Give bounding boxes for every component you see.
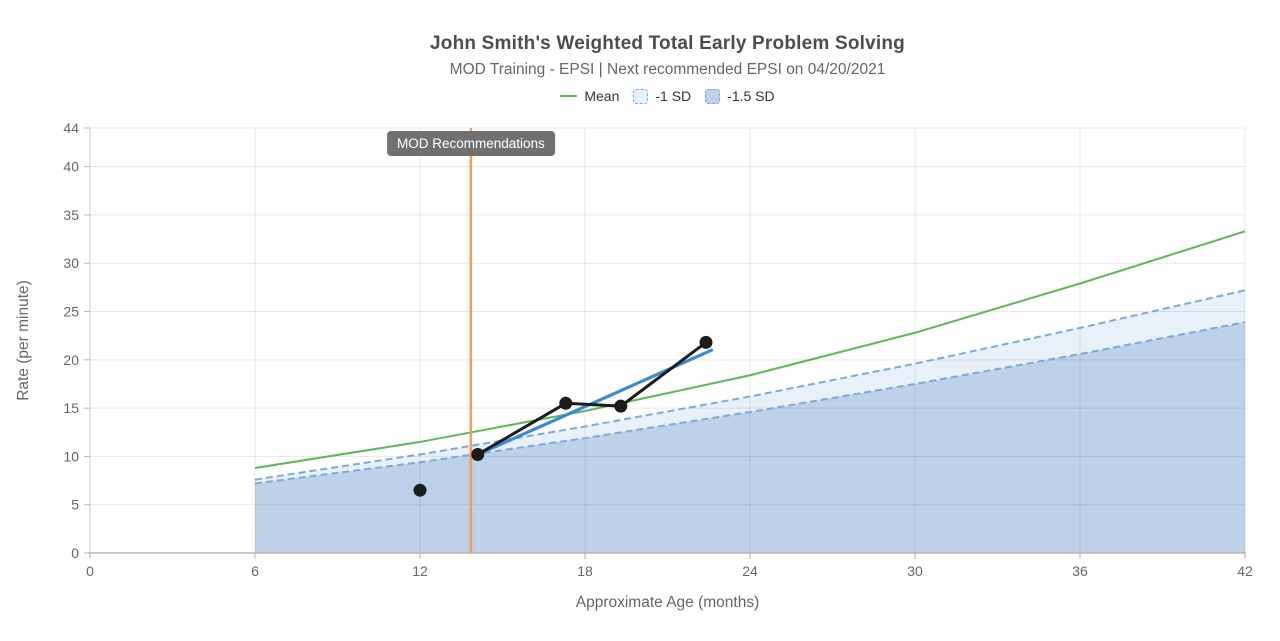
legend-item-mean[interactable]: Mean (560, 88, 619, 104)
y-tick-label: 44 (63, 120, 79, 136)
legend-label-mean: Mean (584, 88, 620, 104)
data-point-marker[interactable] (614, 399, 628, 413)
y-tick-label: 25 (63, 304, 79, 320)
minus-15sd-area (255, 322, 1245, 553)
x-tick-label: 36 (1072, 563, 1088, 579)
mean-line (254, 230, 1246, 469)
minus-1sd-line (254, 289, 1246, 481)
axes: 0 5 10 15 20 25 30 35 40 44 0 6 12 18 24 30 36 42 Rate (pe… (15, 120, 1253, 611)
y-tick-label: 15 (63, 400, 79, 416)
legend-label-minus-1sd: -1 SD (655, 88, 692, 104)
y-tick-label: 20 (63, 352, 79, 368)
chart-header: John Smith's Weighted Total Early Proble… (0, 33, 1280, 104)
x-tick-label: 6 (251, 563, 259, 579)
x-tick-label: 18 (577, 563, 593, 579)
x-tick-label: 12 (412, 563, 428, 579)
x-axis-title: Approximate Age (months) (576, 594, 760, 611)
x-tick-label: 30 (907, 563, 923, 579)
epsi-score-series (413, 335, 713, 497)
data-point-marker[interactable] (699, 335, 713, 349)
y-tick-label: 5 (71, 497, 79, 513)
minus-15sd-swatch-icon (705, 88, 721, 104)
y-tick-label: 40 (63, 159, 79, 175)
gridlines (90, 127, 1246, 553)
y-axis-title: Rate (per minute) (15, 280, 32, 401)
mean-line-swatch-icon (560, 95, 578, 97)
legend-item-minus-1sd[interactable]: -1 SD (633, 88, 691, 104)
epsi-score-line (476, 340, 708, 456)
sd-area-fills (255, 290, 1245, 553)
data-point-marker[interactable] (471, 447, 485, 461)
x-tick-label: 0 (86, 563, 94, 579)
chart-title: John Smith's Weighted Total Early Proble… (430, 33, 905, 54)
y-tick-label: 30 (63, 255, 79, 271)
minus-1sd-swatch-icon (633, 88, 649, 104)
sd-boundary-lines (254, 289, 1246, 485)
x-tick-label: 42 (1237, 563, 1253, 579)
data-point-marker[interactable] (559, 396, 573, 410)
data-point-marker[interactable] (413, 483, 427, 497)
legend-label-minus-15sd: -1.5 SD (727, 88, 775, 104)
chart-subtitle: MOD Training - EPSI | Next recommended E… (449, 61, 886, 78)
minus-15sd-line (254, 321, 1246, 485)
legend-item-minus-15sd[interactable]: -1.5 SD (705, 88, 775, 104)
y-tick-label: 10 (63, 448, 79, 464)
legend: Mean -1 SD -1.5 SD (55, 88, 1280, 104)
y-tick-label: 0 (71, 545, 79, 561)
y-tick-label: 35 (63, 207, 79, 223)
plotline-tooltip: MOD Recommendations (386, 131, 555, 156)
x-tick-label: 24 (742, 563, 758, 579)
